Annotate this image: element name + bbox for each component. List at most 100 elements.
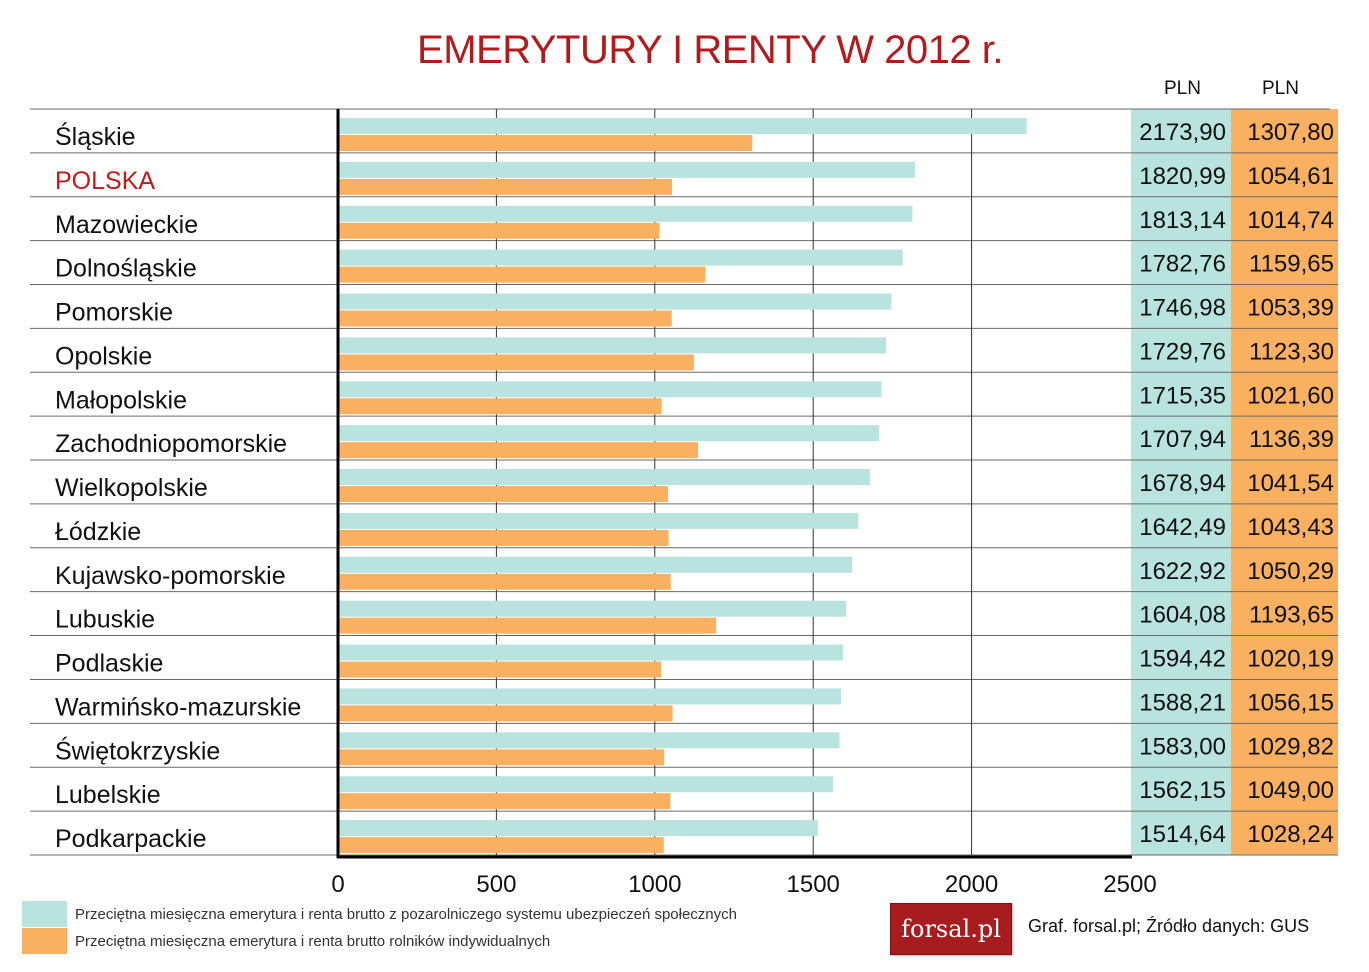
value-labels: 2173,90 1307,80 1820,99 1054,61 1813,14 1014,… [1139,119,1334,848]
category-labels: Śląskie POLSKA Mazowieckie Dolnośląskie Pomo… [55,121,301,853]
legend-swatch-series-2 [22,928,67,954]
value-label-series-1: 1562,15 [1139,777,1226,804]
x-tick-label: 1000 [628,871,681,898]
value-label-series-2: 1159,65 [1249,251,1334,278]
x-axis: 0 500 1000 1500 2000 2500 [331,109,1157,898]
x-tick-label: 1500 [787,871,840,898]
value-column-bg-series-2 [1231,109,1338,855]
value-label-series-2: 1020,19 [1247,646,1334,673]
bar-series-1 [338,381,882,398]
category-label: Opolskie [55,342,152,370]
value-label-series-2: 1049,00 [1247,777,1334,804]
category-label: POLSKA [55,167,155,195]
bar-series-1 [338,425,880,442]
category-label: Zachodniopomorskie [55,430,287,458]
value-label-series-2: 1123,30 [1249,338,1334,365]
value-label-series-1: 1820,99 [1139,163,1226,190]
category-label: Podlaskie [55,650,163,678]
bar-series-1 [338,556,853,573]
value-label-series-2: 1053,39 [1247,295,1334,322]
value-label-series-2: 1029,82 [1247,733,1334,760]
bar-series-1 [338,161,915,178]
value-column-bg-series-1 [1131,109,1231,855]
category-label: Świętokrzyskie [55,735,220,765]
category-label: Małopolskie [55,386,187,414]
bar-series-2 [338,705,673,722]
bar-series-2 [338,354,694,371]
bar-series-2 [338,529,669,546]
bar-series-2 [338,617,717,634]
bar-series-1 [338,512,859,529]
bar-series-2 [338,178,673,195]
category-label: Łódzkie [55,518,141,546]
legend: Przeciętna miesięczna emerytura i renta … [22,901,737,954]
x-tick-label: 2500 [1103,871,1156,898]
bar-series-2 [338,398,662,415]
bar-series-1 [338,688,842,705]
value-label-series-1: 1594,42 [1139,646,1226,673]
bar-series-1 [338,337,886,354]
bar-series-1 [338,293,892,310]
bar-series-2 [338,310,672,327]
bar-series-1 [338,118,1027,134]
value-label-series-2: 1028,24 [1247,821,1334,848]
value-label-series-2: 1136,39 [1249,426,1334,453]
value-label-series-1: 1678,94 [1139,470,1226,497]
legend-swatch-series-1 [22,901,67,927]
category-label: Dolnośląskie [55,255,197,283]
bar-series-2 [338,793,671,810]
x-tick-label: 2000 [945,871,998,898]
category-label: Podkarpackie [55,825,206,853]
category-label: Śląskie [55,121,136,151]
value-label-series-2: 1054,61 [1247,163,1334,190]
value-label-series-2: 1014,74 [1247,207,1334,234]
bar-series-1 [338,469,870,486]
category-label: Lubuskie [55,606,155,634]
value-label-series-2: 1050,29 [1247,558,1334,585]
bar-series-2 [338,837,664,854]
row-separators [30,108,1338,856]
bar-series-2 [338,573,671,590]
value-label-series-1: 1813,14 [1139,207,1226,234]
unit-label-series-1: PLN [1164,78,1201,99]
value-label-series-1: 1707,94 [1139,426,1226,453]
source-credit: Graf. forsal.pl; Źródło danych: GUS [1028,916,1310,936]
bar-series-2 [338,442,699,459]
value-label-series-2: 1043,43 [1247,514,1334,541]
bar-series-2 [338,661,662,678]
bar-series-1 [338,600,847,617]
value-label-series-2: 1056,15 [1247,689,1334,716]
category-label: Wielkopolskie [55,474,208,502]
bar-series-1 [338,776,833,793]
category-label: Warmińsko-mazurskie [55,693,301,721]
bars [338,118,1027,854]
bar-series-2 [338,749,665,766]
value-columns-background [1131,109,1338,855]
value-label-series-1: 1583,00 [1139,733,1226,760]
category-label: Lubelskie [55,781,161,809]
value-label-series-2: 1193,65 [1249,602,1334,629]
unit-label-series-2: PLN [1262,78,1299,99]
value-label-series-2: 1021,60 [1247,382,1334,409]
value-label-series-1: 1715,35 [1139,382,1226,409]
bar-series-2 [338,222,660,239]
value-label-series-1: 1622,92 [1139,558,1226,585]
category-label: Pomorskie [55,299,173,327]
value-label-series-1: 1588,21 [1139,689,1226,716]
value-label-series-1: 1746,98 [1139,295,1226,322]
category-label: Mazowieckie [55,211,198,239]
value-label-series-1: 2173,90 [1139,119,1226,146]
value-label-series-1: 1729,76 [1139,338,1226,365]
legend-label-series-1: Przeciętna miesięczna emerytura i renta … [75,906,737,923]
bar-series-1 [338,644,844,661]
bar-series-2 [338,266,706,283]
x-tick-label: 0 [331,871,344,898]
chart-title: EMERYTURY I RENTY W 2012 r. [417,28,1003,72]
logo-text: forsal.pl [901,915,1001,943]
bar-series-1 [338,249,903,266]
legend-label-series-2: Przeciętna miesięczna emerytura i renta … [75,933,550,950]
value-label-series-2: 1307,80 [1247,119,1334,146]
value-label-series-1: 1782,76 [1139,251,1226,278]
bar-series-2 [338,486,668,503]
